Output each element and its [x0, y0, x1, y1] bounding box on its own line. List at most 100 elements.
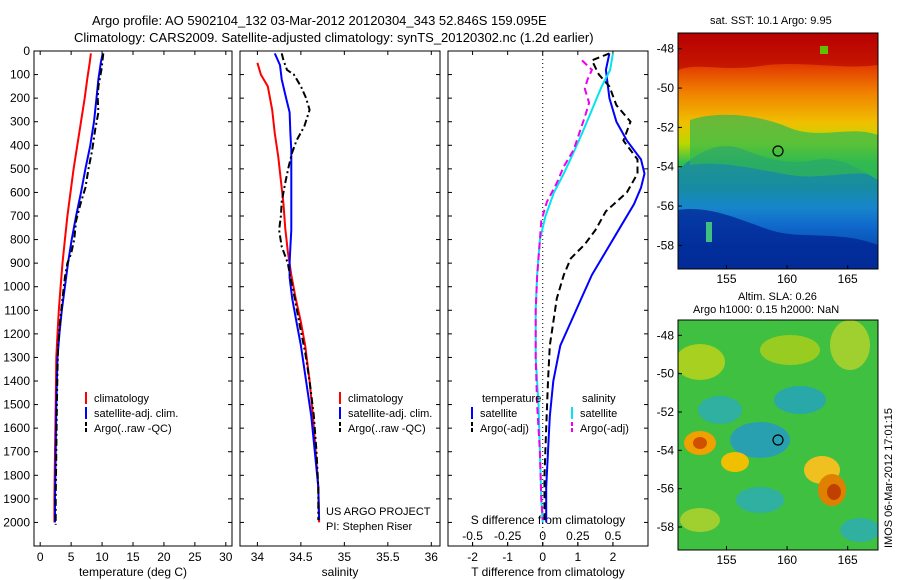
sst-map-frame	[677, 32, 879, 270]
y-tick-label: 900	[10, 256, 30, 270]
legend-label: Argo(-adj)	[480, 423, 529, 435]
y-tick-label: 1300	[3, 350, 30, 364]
credit-pi: PI: Stephen Riser	[326, 521, 413, 533]
sst-map-ticks: 155 160 165 -48 -50 -52 -54 -56 -58	[657, 42, 858, 286]
x2-tick-label: 0.25	[566, 529, 590, 543]
y-tick-label: 1100	[4, 303, 30, 317]
y-tick-label: 600	[10, 185, 30, 199]
map-x-tick-label: 155	[716, 272, 736, 286]
difference-panel: -2 -1 0 1 2T difference from climatology -0.5…	[447, 50, 649, 579]
x-tick-label: 5	[68, 550, 75, 564]
legend-label: climatology	[348, 393, 404, 405]
map-y-tick-label: -50	[657, 81, 675, 95]
y-tick-label: 1800	[3, 468, 30, 482]
legend-label: climatology	[94, 393, 150, 405]
y-tick-label: 1500	[3, 398, 30, 412]
sst-field	[678, 33, 878, 269]
map-y-tick-label: -54	[657, 443, 675, 457]
map-x-tick-label: 165	[838, 553, 858, 567]
map-y-tick-label: -56	[657, 199, 675, 213]
x-tick-label: 34.5	[289, 550, 313, 564]
map-x-tick-label: 160	[777, 553, 797, 567]
y-tick-label: 1400	[3, 374, 30, 388]
y-tick-label: 2000	[3, 515, 30, 529]
sst-map: sat. SST: 10.1 Argo: 9.95 155 160 165 -48 -5…	[657, 15, 879, 286]
panel-frame	[239, 50, 441, 547]
x-tick-label: 34	[251, 550, 265, 564]
sla-map: Altim. SLA: 0.26 Argo h1000: 0.15 h2000:…	[657, 291, 879, 567]
x-tick-label: -2	[467, 550, 478, 564]
salinity-panel: 34 34.5 35 35.5 36 salinity climatology satelli…	[239, 50, 441, 579]
y-tick-label: 500	[10, 162, 30, 176]
y-tick-label: 1900	[3, 492, 30, 506]
series-line-salinity-argo-adj-	[534, 59, 594, 521]
y-tick-label: 700	[10, 209, 30, 223]
y-tick-label: 1700	[3, 445, 30, 459]
x-tick-label: 35	[338, 550, 352, 564]
sla-map-subtitle: Argo h1000: 0.15 h2000: NaN	[693, 304, 839, 316]
x-tick-label: 2	[610, 550, 617, 564]
map-x-tick-label: 155	[716, 553, 736, 567]
series-line-climatology	[53, 53, 92, 523]
series-line-temperature-satellite	[545, 53, 646, 523]
map-y-tick-label: -48	[657, 42, 675, 56]
credit-project: US ARGO PROJECT	[326, 506, 431, 518]
x2-tick-label: 0.5	[605, 529, 622, 543]
legend-label: Argo(..raw -QC)	[94, 423, 172, 435]
x2-tick-label: -0.25	[494, 529, 522, 543]
map-y-tick-label: -58	[657, 520, 675, 534]
legend-heading: salinity	[582, 393, 616, 405]
legend-label: satellite	[580, 408, 617, 420]
map-y-tick-label: -52	[657, 405, 675, 419]
x-tick-label: 36	[425, 550, 439, 564]
x2-tick-label: -0.5	[462, 529, 483, 543]
x-tick-label: 25	[188, 550, 202, 564]
map-y-tick-label: -58	[657, 238, 675, 252]
series-line-satellite-adj-clim-	[273, 52, 321, 521]
legend-heading: temperature	[482, 393, 541, 405]
figure-title-line1: Argo profile: AO 5902104_132 03-Mar-2012…	[92, 13, 547, 28]
series-line-temperature-argo-adj-	[543, 52, 639, 521]
x-axis-label: T difference from climatology	[471, 565, 625, 579]
panel-frame	[447, 50, 649, 547]
y-tick-label: 1000	[3, 280, 30, 294]
x-tick-label: 35.5	[376, 550, 400, 564]
y-tick-label: 1600	[3, 421, 30, 435]
y-tick-label: 1200	[3, 327, 30, 341]
figure-title-line2: Climatology: CARS2009. Satellite-adjuste…	[74, 30, 594, 45]
x-tick-label: 20	[157, 550, 171, 564]
argo-location-marker-sla	[772, 434, 784, 446]
map-y-tick-label: -48	[657, 328, 675, 342]
x-axis-label: salinity	[322, 565, 359, 579]
y-tick-label: 400	[10, 138, 30, 152]
sst-map-title: sat. SST: 10.1 Argo: 9.95	[710, 15, 832, 27]
x-tick-label: 10	[95, 550, 109, 564]
sla-map-title: Altim. SLA: 0.26	[738, 291, 817, 303]
legend-label: satellite-adj. clim.	[94, 408, 178, 420]
y-tick-label: 200	[10, 91, 30, 105]
y-tick-label: 800	[10, 233, 30, 247]
map-y-tick-label: -52	[657, 120, 675, 134]
x-tick-label: -1	[502, 550, 513, 564]
legend-label: satellite	[480, 408, 517, 420]
series-line-argo-raw-qc-	[278, 53, 320, 521]
map-y-tick-label: -54	[657, 160, 675, 174]
series-line-argo-raw-qc-	[54, 53, 105, 525]
argo-location-marker	[772, 145, 784, 157]
legend-label: Argo(-adj)	[580, 423, 629, 435]
temperature-panel: 0 5 10 15 20 25 300100200300400500600700800900…	[3, 44, 233, 579]
legend-label: Argo(..raw -QC)	[348, 423, 426, 435]
map-x-tick-label: 165	[838, 272, 858, 286]
x-tick-label: 1	[574, 550, 581, 564]
y-tick-label: 300	[10, 115, 30, 129]
x-tick-label: 0	[37, 550, 44, 564]
map-x-tick-label: 160	[777, 272, 797, 286]
sla-map-frame	[677, 319, 879, 551]
x-tick-label: 0	[539, 550, 546, 564]
imos-watermark: IMOS 06-Mar-2012 17:01:15	[883, 408, 895, 548]
x2-axis-label: S difference from climatology	[471, 513, 626, 527]
x-axis-label: temperature (deg C)	[79, 565, 187, 579]
sla-map-ticks: 155 160 165 -48 -50 -52 -54 -56 -58	[657, 328, 858, 567]
y-tick-label: 0	[23, 44, 30, 58]
